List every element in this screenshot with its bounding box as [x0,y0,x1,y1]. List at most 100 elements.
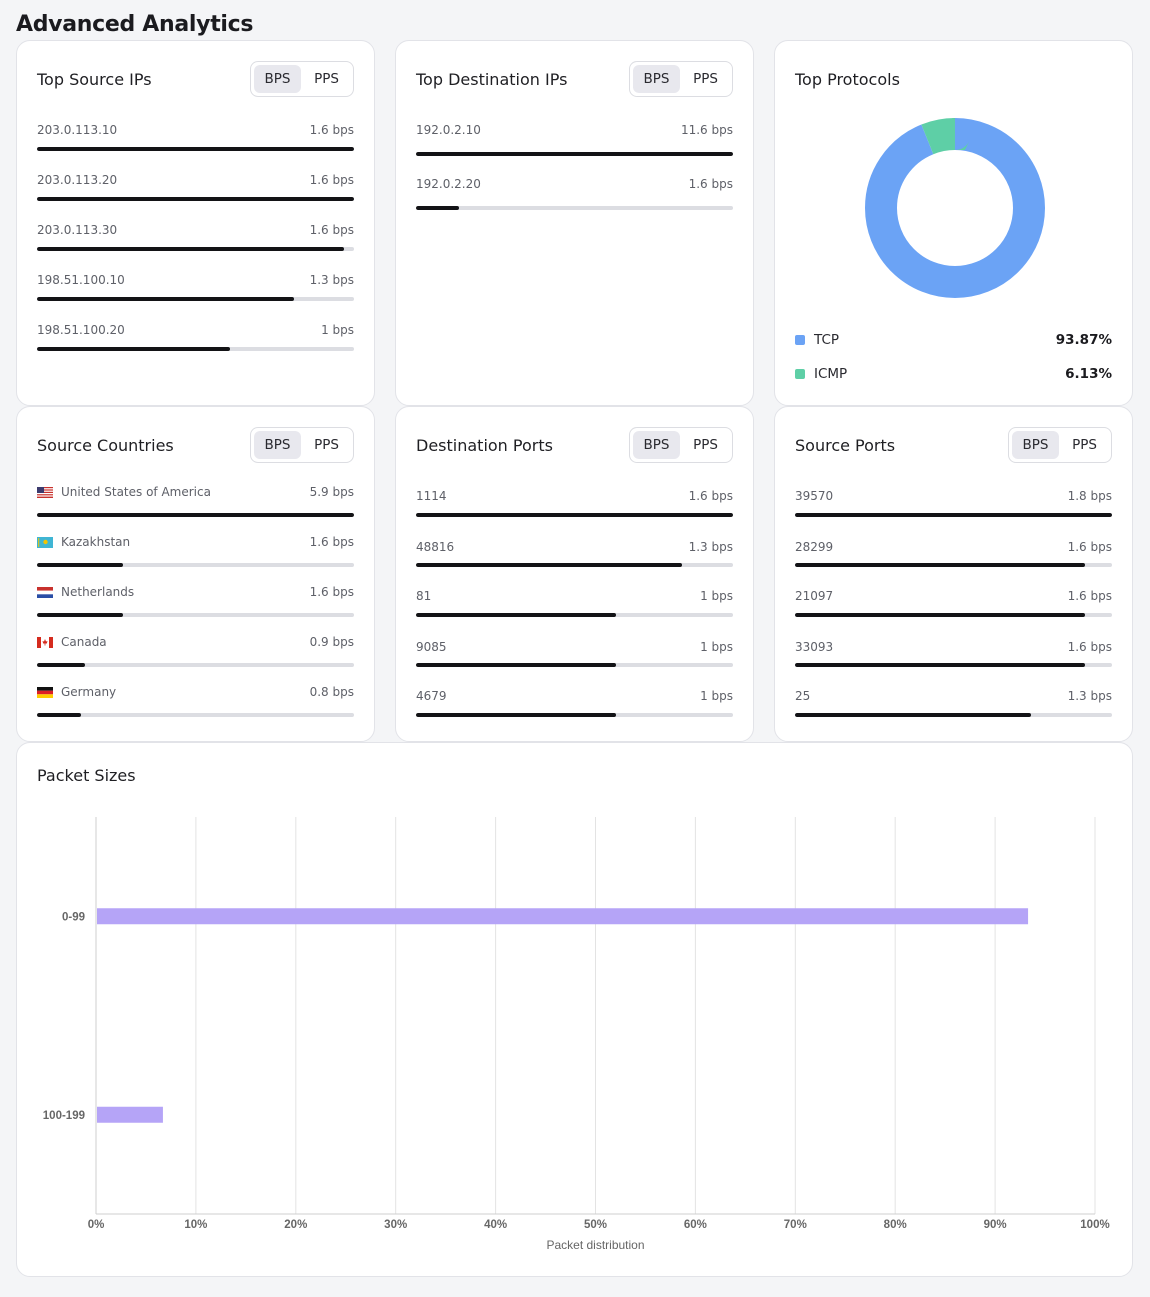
list-item: 203.0.113.10 1.6 bps [37,123,354,153]
card-title: Destination Ports [416,436,553,455]
bar[interactable] [97,1106,163,1123]
progress-fill [795,713,1032,717]
progress-bar [416,152,733,156]
kz-flag-icon [37,536,53,548]
legend-item: ICMP 6.13% [795,364,1112,384]
x-tick-label: 0% [88,1219,105,1231]
progress-bar [37,563,354,567]
progress-bar [37,147,354,151]
source-countries-card: Source Countries BPS PPS United States o… [16,406,375,742]
bps-pps-toggle: BPS PPS [629,61,733,97]
progress-bar [37,247,354,251]
progress-fill [37,197,354,201]
top-protocols-card: Top Protocols TCP 93.87% ICMP 6.13% [774,40,1133,406]
progress-fill [795,663,1086,667]
packet-sizes-chart: 0% 10% 20% 30% 40% 50% 60% 70% 80% 90% 100% 0-99 100… [43,817,1110,1252]
progress-bar [416,563,733,567]
bps-value: 1.6 bps [309,223,354,237]
bps-value: 1.6 bps [309,585,354,599]
bps-value: 1.6 bps [309,123,354,137]
bps-value: 1.6 bps [1067,540,1112,554]
x-tick-label: 60% [684,1219,707,1231]
bps-toggle-button[interactable]: BPS [633,65,680,93]
bps-value: 1.6 bps [1067,640,1112,654]
port-label: 81 [416,589,432,603]
ca-flag-icon [37,636,53,648]
list-item: Netherlands 1.6 bps [37,585,354,617]
port-label: 48816 [416,540,455,554]
x-tick-label: 30% [384,1219,407,1231]
progress-bar [416,713,733,717]
de-flag-icon [37,686,53,698]
ip-label: 203.0.113.10 [37,123,118,137]
packet-sizes-card: Packet Sizes 0% 10% 20% 30% 40% 50% 60% 70% 80% 9… [16,742,1133,1277]
list-item: Germany 0.8 bps [37,685,354,717]
pps-toggle-button[interactable]: PPS [314,71,339,87]
progress-fill [416,563,683,567]
bps-toggle-button[interactable]: BPS [254,65,301,93]
list-item: 192.0.2.20 1.6 bps [416,177,733,210]
bps-toggle-button[interactable]: BPS [633,431,680,459]
x-tick-label: 40% [484,1219,507,1231]
ip-label: 203.0.113.30 [37,223,118,237]
pps-toggle-button[interactable]: PPS [693,437,718,453]
top-destination-ips-card: Top Destination IPs BPS PPS 192.0.2.10 1… [395,40,754,406]
progress-fill [416,513,733,517]
bps-value: 11.6 bps [680,123,733,137]
bps-value: 1 bps [321,323,354,337]
list-item: 81 1 bps [416,589,733,619]
pps-toggle-button[interactable]: PPS [1072,437,1097,453]
port-label: 25 [795,689,811,703]
bps-value: 1.6 bps [688,177,733,191]
port-label: 39570 [795,489,834,503]
progress-bar [37,613,354,617]
progress-fill [37,663,85,667]
ip-label: 192.0.2.10 [416,123,481,137]
progress-fill [37,713,82,717]
bps-value: 1.6 bps [309,535,354,549]
list-item: 21097 1.6 bps [795,589,1112,619]
bar[interactable] [97,908,1029,925]
bps-value: 1.3 bps [309,273,354,287]
legend-item: TCP 93.87% [795,330,1112,350]
port-label: 4679 [416,689,447,703]
pps-toggle-button[interactable]: PPS [693,71,718,87]
progress-fill [795,613,1086,617]
list-item: 192.0.2.10 11.6 bps [416,123,733,156]
bps-value: 1.6 bps [1067,589,1112,603]
port-label: 1114 [416,489,447,503]
bps-value: 1 bps [700,689,733,703]
progress-bar [37,297,354,301]
bps-value: 0.8 bps [309,685,354,699]
progress-fill [416,613,616,617]
icmp-slice[interactable] [865,118,1045,298]
progress-bar [795,563,1112,567]
progress-bar [37,513,354,517]
progress-fill [416,663,616,667]
pps-toggle-button[interactable]: PPS [314,437,339,453]
x-tick-label: 70% [784,1219,807,1231]
bps-value: 1 bps [700,640,733,654]
progress-fill [37,247,345,251]
progress-bar [37,197,354,201]
bps-pps-toggle: BPS PPS [1008,427,1112,463]
x-tick-label: 20% [284,1219,307,1231]
country-label: Germany [61,685,117,699]
bps-toggle-button[interactable]: BPS [254,431,301,459]
progress-fill [37,297,294,301]
card-title: Top Source IPs [37,70,152,89]
progress-bar [416,663,733,667]
tcp-slice[interactable] [865,118,1045,298]
progress-bar [795,663,1112,667]
progress-bar [37,713,354,717]
ip-label: 203.0.113.20 [37,173,118,187]
list-item: 1114 1.6 bps [416,489,733,519]
list-item: 33093 1.6 bps [795,640,1112,670]
bps-value: 1 bps [700,589,733,603]
bps-value: 1.6 bps [309,173,354,187]
bps-toggle-button[interactable]: BPS [1012,431,1059,459]
progress-bar [795,713,1112,717]
card-title: Top Destination IPs [416,70,568,89]
country-label: Netherlands [61,585,135,599]
port-label: 28299 [795,540,834,554]
